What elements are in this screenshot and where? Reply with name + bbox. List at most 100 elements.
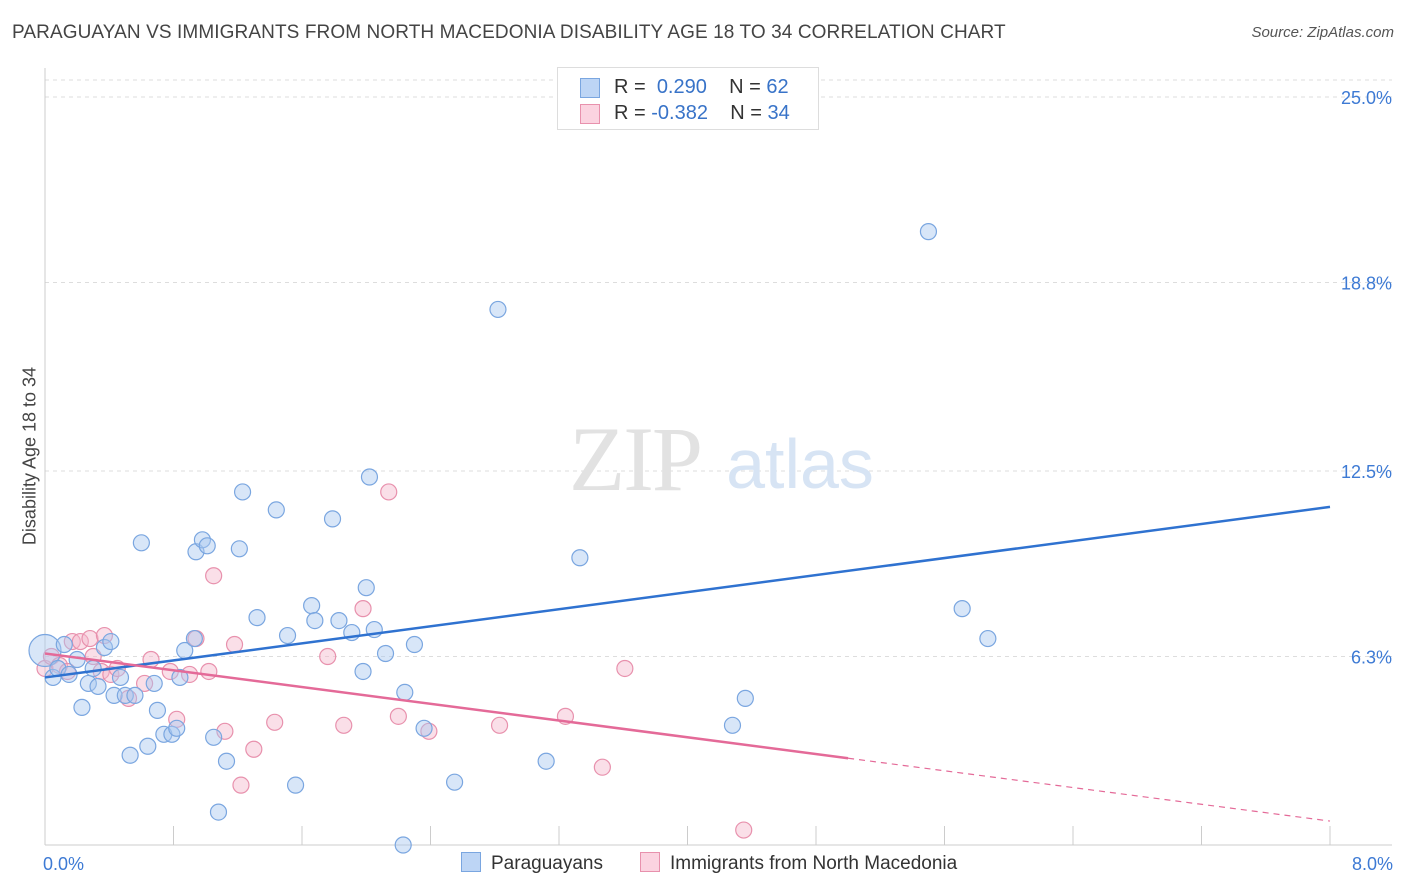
x-tick-label: 0.0% [43,854,84,874]
data-point-paraguayans [185,629,203,648]
data-point-paraguayans [354,662,372,681]
data-point-paraguayans [102,632,120,651]
data-point-paraguayans [405,635,424,654]
bottom-legend-paraguayans: Paraguayans [461,852,603,875]
bottom-legend-swatch-pink [640,852,660,872]
data-point-paraguayans [489,300,507,319]
series-north-macedonia-points [36,483,753,839]
data-point-paraguayans [205,728,223,746]
data-point-paraguayans [323,510,342,528]
data-point-paraguayans [396,683,414,702]
trend-line-paraguayans [44,505,1331,679]
data-point-north-macedonia [354,600,372,618]
data-point-paraguayans [286,776,305,794]
data-point-paraguayans [139,737,157,755]
y-tick-label: 25.0% [1341,88,1392,108]
legend-swatch-blue [580,78,600,98]
data-point-paraguayans [28,633,62,668]
legend-r-value: -0.382 [651,102,708,124]
x-tick-label: 8.0% [1352,854,1393,874]
legend-r-value: 0.290 [656,76,707,98]
legend-n-label: N = [729,76,761,98]
data-point-paraguayans [248,609,266,627]
y-tick-label: 6.3% [1351,648,1392,668]
series-paraguayans-points [28,223,997,854]
bottom-legend-label: Paraguayans [491,853,603,874]
source-label: Source: ZipAtlas.com [1251,24,1394,41]
data-point-paraguayans [979,629,997,648]
legend-n-label: N = [730,102,762,124]
data-point-paraguayans [95,638,114,657]
data-point-paraguayans [209,803,228,821]
watermark-zip: ZIP [569,408,701,510]
data-point-north-macedonia [200,662,218,681]
data-point-paraguayans [148,701,167,719]
data-point-north-macedonia [232,776,250,794]
data-point-north-macedonia [490,716,509,734]
data-point-paraguayans [73,698,91,716]
data-point-paraguayans [736,689,754,707]
legend-r-label: R = [614,76,646,98]
legend-n-value: 34 [767,102,790,124]
data-point-paraguayans [723,716,742,734]
y-tick-label: 12.5% [1341,462,1392,482]
data-point-north-macedonia [389,707,407,725]
watermark-atlas: atlas [726,425,874,503]
data-point-paraguayans [267,501,285,519]
data-point-paraguayans [121,746,139,764]
trend-line-north-macedonia [44,652,849,760]
data-point-paraguayans [445,773,464,791]
data-point-paraguayans [111,668,130,687]
y-tick-label: 18.8% [1341,274,1392,294]
data-point-north-macedonia [335,716,353,734]
data-point-paraguayans [303,597,321,615]
legend-swatch-pink [580,104,600,124]
data-point-north-macedonia [319,647,337,666]
data-point-north-macedonia [380,483,398,501]
data-point-paraguayans [233,483,252,501]
data-point-paraguayans [360,468,379,486]
data-point-north-macedonia [420,722,438,740]
data-point-paraguayans [168,719,186,737]
data-point-paraguayans [132,534,150,552]
data-point-paraguayans [84,659,102,678]
data-point-paraguayans [306,611,324,630]
data-point-paraguayans [171,668,189,687]
data-point-paraguayans [415,719,433,737]
data-point-paraguayans [217,752,236,770]
data-point-paraguayans [198,537,216,555]
data-point-paraguayans [230,540,248,558]
legend-n-value: 62 [766,76,789,98]
data-point-north-macedonia [205,567,223,585]
trend-lines [44,505,1331,822]
legend-r-label: R = [614,102,646,124]
data-point-north-macedonia [735,821,753,839]
data-point-paraguayans [116,686,134,705]
data-point-paraguayans [330,611,348,630]
data-point-paraguayans [278,626,297,645]
data-point-paraguayans [357,579,375,597]
data-point-paraguayans [394,836,412,854]
data-point-paraguayans [571,549,589,567]
data-point-paraguayans [145,674,163,693]
data-point-paraguayans [919,223,938,241]
data-point-paraguayans [55,635,73,654]
axes [44,68,1392,846]
correlation-legend: R = 0.290 N = 62 R = -0.382 N = 34 [557,67,819,130]
chart-title: PARAGUAYAN VS IMMIGRANTS FROM NORTH MACE… [12,22,1006,43]
data-point-paraguayans [376,644,395,663]
data-point-north-macedonia [135,674,154,693]
data-point-north-macedonia [81,629,99,648]
data-point-north-macedonia [95,626,114,645]
bottom-legend-north-macedonia: Immigrants from North Macedonia [640,852,957,875]
trend-line-north-macedonia-extension [848,757,1331,822]
tick-labels: 6.3% 12.5% 18.8% 25.0% 0.0% 8.0% [43,88,1393,874]
grid-lines [45,79,1392,658]
data-point-north-macedonia [245,740,263,758]
bottom-legend-label: Immigrants from North Macedonia [670,853,958,874]
bottom-legend-swatch-blue [461,852,481,872]
data-point-paraguayans [537,752,555,770]
data-point-north-macedonia [225,635,244,654]
data-point-paraguayans [953,600,971,618]
